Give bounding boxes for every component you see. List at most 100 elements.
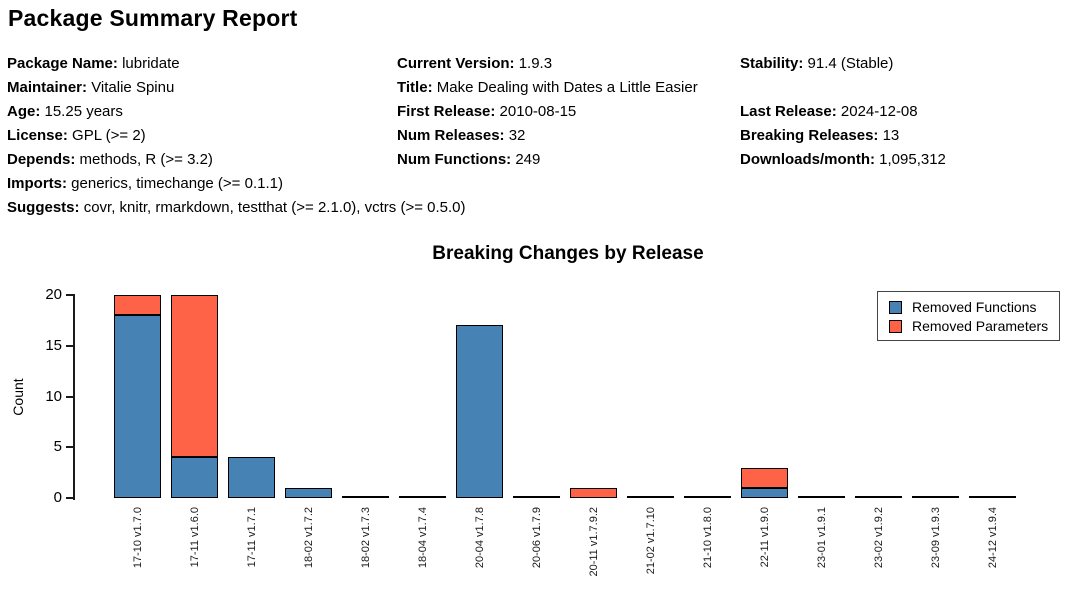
metadata-row: Package Name: lubridate <box>7 52 466 76</box>
chart-legend: Removed Functions Removed Parameters <box>877 291 1060 341</box>
y-tick-mark <box>66 446 73 449</box>
metadata-value: 32 <box>508 127 526 144</box>
y-tick-mark <box>66 395 73 398</box>
metadata-label: Downloads/month: <box>740 151 880 168</box>
metadata-label: Num Functions: <box>397 151 516 168</box>
bar-segment <box>570 487 617 498</box>
metadata-value: 249 <box>515 151 541 168</box>
x-tick-label: 20-11 v1.7.9.2 <box>587 507 600 577</box>
metadata-label: Current Version: <box>397 55 519 72</box>
metadata-label: Age: <box>7 103 45 120</box>
y-axis-line <box>73 294 75 500</box>
metadata-row: Stability: 91.4 (Stable) <box>740 52 946 76</box>
removed-functions-swatch <box>889 300 902 314</box>
x-tick-label: 23-02 v1.9.2 <box>872 507 885 569</box>
x-tick-label: 22-11 v1.9.0 <box>758 507 771 568</box>
metadata-value: methods, R (>= 3.2) <box>79 151 213 168</box>
bar-segment <box>114 315 161 498</box>
metadata-label: Imports: <box>7 175 72 192</box>
x-tick-label: 23-01 v1.9.1 <box>815 507 828 569</box>
bar-segment <box>741 487 788 498</box>
removed-parameters-swatch <box>889 319 902 333</box>
zero-bar-line <box>684 496 731 498</box>
bar-segment <box>114 295 161 316</box>
metadata-row: Num Releases: 32 <box>397 124 698 148</box>
x-tick-label: 23-09 v1.9.3 <box>929 507 942 569</box>
metadata-value: GPL (>= 2) <box>72 127 146 144</box>
y-tick-mark <box>66 294 73 296</box>
x-tick-label: 18-02 v1.7.3 <box>359 507 372 569</box>
metadata-value: generics, timechange (>= 0.1.1) <box>71 175 283 192</box>
chart-title: Breaking Changes by Release <box>432 243 704 264</box>
zero-bar-line <box>342 496 389 498</box>
y-tick-label: 0 <box>53 489 62 506</box>
metadata-label: Stability: <box>740 55 808 72</box>
metadata-value: 91.4 (Stable) <box>807 55 894 72</box>
bar-segment <box>171 295 218 458</box>
metadata-label: Depends: <box>7 151 80 168</box>
metadata-row: Age: 15.25 years <box>7 100 466 124</box>
x-tick-label: 18-04 v1.7.4 <box>416 507 429 569</box>
metadata-label: Package Name: <box>7 55 123 72</box>
metadata-row: Current Version: 1.9.3 <box>397 52 698 76</box>
zero-bar-line <box>912 496 959 498</box>
bar-segment <box>741 467 788 488</box>
bar-segment <box>171 457 218 498</box>
metadata-label: Suggests: <box>7 199 84 216</box>
legend-item-removed-functions: Removed Functions <box>889 299 1049 315</box>
metadata-row: First Release: 2010-08-15 <box>397 100 698 124</box>
metadata-column-1: Package Name: lubridate Maintainer: Vital… <box>7 52 466 220</box>
bar-segment <box>285 487 332 498</box>
metadata-label: Title: <box>397 79 437 96</box>
x-tick-label: 21-10 v1.8.0 <box>701 507 714 569</box>
zero-bar-line <box>798 496 845 498</box>
y-tick-label: 15 <box>45 336 62 354</box>
metadata-label: License: <box>7 127 73 144</box>
metadata-row: Downloads/month: 1,095,312 <box>740 148 946 172</box>
x-tick-label: 17-11 v1.7.1 <box>245 507 258 568</box>
metadata-value: 2010-08-15 <box>499 103 577 120</box>
metadata-label: First Release: <box>397 103 500 120</box>
y-tick-label: 5 <box>53 438 62 456</box>
page-title: Package Summary Report <box>8 5 298 31</box>
x-tick-label: 20-04 v1.7.8 <box>473 507 486 569</box>
zero-bar-line <box>513 496 560 498</box>
metadata-value: 1.9.3 <box>518 55 553 72</box>
metadata-row: Depends: methods, R (>= 3.2) <box>7 148 466 172</box>
x-tick-label: 21-02 v1.7.10 <box>644 507 657 575</box>
y-tick-label: 10 <box>45 387 62 405</box>
metadata-column-3: Stability: 91.4 (Stable) Last Release: 20… <box>740 52 946 172</box>
zero-bar-line <box>399 496 446 498</box>
y-tick-label: 20 <box>45 286 62 303</box>
metadata-value: 15.25 years <box>44 103 123 120</box>
metadata-value: Make Dealing with Dates a Little Easier <box>436 79 698 96</box>
zero-bar-line <box>855 496 902 498</box>
x-tick-label: 24-12 v1.9.4 <box>986 507 999 569</box>
bar-segment <box>228 457 275 498</box>
legend-item-removed-parameters: Removed Parameters <box>889 318 1049 334</box>
x-tick-label: 20-06 v1.7.9 <box>530 507 543 569</box>
legend-label-removed-parameters: Removed Parameters <box>912 318 1049 334</box>
metadata-value: 2024-12-08 <box>840 103 918 120</box>
x-tick-label: 17-10 v1.7.0 <box>131 507 144 569</box>
metadata-label: Last Release: <box>740 103 841 120</box>
zero-bar-line <box>627 496 674 498</box>
metadata-row: Num Functions: 249 <box>397 148 698 172</box>
metadata-column-2: Current Version: 1.9.3 Title: Make Dealin… <box>397 52 698 172</box>
metadata-value: Vitalie Spinu <box>91 79 175 96</box>
y-tick-mark <box>66 497 73 499</box>
metadata-label: Maintainer: <box>7 79 92 96</box>
legend-label-removed-functions: Removed Functions <box>912 299 1037 315</box>
metadata-label: Breaking Releases: <box>740 127 883 144</box>
x-tick-label: 17-11 v1.6.0 <box>188 507 201 568</box>
metadata-value: 13 <box>882 127 900 144</box>
metadata-value: 1,095,312 <box>879 151 946 168</box>
metadata-row: Last Release: 2024-12-08 <box>740 100 946 124</box>
metadata-value: lubridate <box>122 55 180 72</box>
y-tick-mark <box>66 344 73 347</box>
metadata-row: Imports: generics, timechange (>= 0.1.1) <box>7 172 466 196</box>
zero-bar-line <box>969 496 1016 498</box>
metadata-row: Title: Make Dealing with Dates a Little … <box>397 76 698 100</box>
